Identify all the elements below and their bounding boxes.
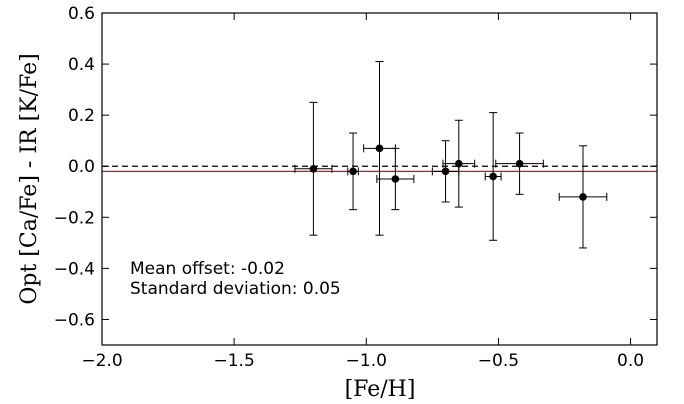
y-tick-label: 0.2 (68, 106, 95, 126)
x-tick-label: 0.0 (617, 351, 644, 371)
y-axis-label: Opt [Ca/Fe] - IR [K/Fe] (17, 53, 42, 304)
y-tick-label: 0.6 (68, 4, 95, 24)
point-marker (391, 175, 400, 183)
point-marker (441, 167, 450, 176)
annotation-std-dev: Standard deviation: 0.05 (130, 279, 341, 299)
data-point (558, 145, 608, 249)
point-marker (489, 172, 497, 181)
annotation-mean-offset: Mean offset: -0.02 (130, 259, 285, 279)
data-point (363, 61, 396, 236)
data-point (431, 140, 460, 203)
point-marker (515, 159, 524, 168)
y-tick-labels: 0.6 0.4 0.2 0.0 −0.2 −0.4 −0.6 (54, 4, 95, 330)
data-point (347, 132, 359, 211)
point-marker (375, 144, 384, 153)
point-marker (349, 167, 357, 176)
point-marker (454, 159, 463, 168)
x-tick-label: −2.0 (81, 351, 122, 371)
x-tick-labels: −2.0 −1.5 −1.0 −0.5 0.0 (81, 351, 644, 371)
x-tick-label: −1.5 (214, 351, 255, 371)
y-tick-label: 0.4 (68, 55, 95, 75)
point-marker (309, 164, 318, 173)
data-points (294, 61, 608, 249)
x-axis-label: [Fe/H] (345, 377, 416, 402)
y-tick-label: −0.6 (54, 310, 95, 330)
plot-frame (101, 12, 658, 346)
data-point (484, 112, 502, 241)
data-point (495, 132, 544, 195)
y-tick-label: −0.2 (54, 208, 95, 228)
data-point (376, 147, 415, 211)
data-point (442, 119, 476, 208)
y-tick-label: −0.4 (54, 259, 95, 279)
point-marker (579, 193, 587, 201)
x-tick-label: −0.5 (478, 351, 519, 371)
y-tick-label: 0.0 (68, 157, 95, 177)
data-point (294, 101, 333, 236)
x-tick-label: −1.0 (346, 351, 387, 371)
